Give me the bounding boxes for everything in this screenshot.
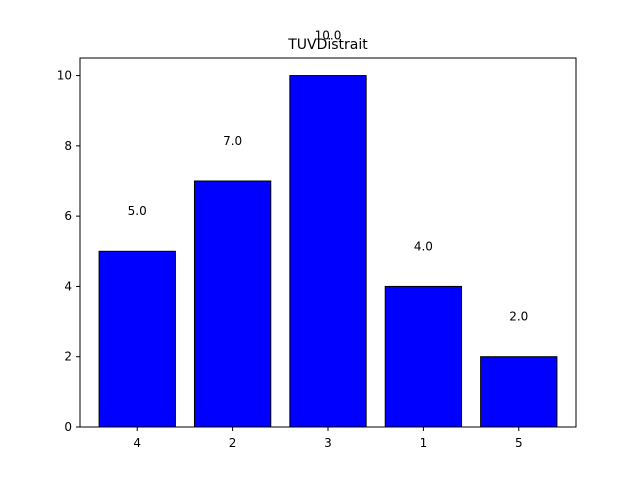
data-label-5: 2.0 [509, 310, 528, 324]
y-tick-label-0: 0 [64, 420, 72, 434]
bar-5 [480, 356, 558, 428]
y-tick-label-2: 2 [64, 350, 72, 364]
data-labels-group: 5.0 7.0 10.0 4.0 2.0 [128, 28, 529, 323]
x-tick-label-1: 1 [420, 436, 428, 450]
y-tick-label-4: 4 [64, 279, 72, 293]
data-label-1: 4.0 [414, 239, 433, 253]
data-label-2: 7.0 [223, 134, 242, 148]
x-tick-label-5: 5 [515, 436, 523, 450]
y-tick-label-6: 6 [64, 209, 72, 223]
chart-title: TUVDistrait [287, 37, 368, 53]
y-tick-label-8: 8 [64, 139, 72, 153]
y-tick-label-10: 10 [57, 69, 72, 83]
x-tick-label-3: 3 [324, 436, 332, 450]
bar-2 [193, 180, 272, 428]
y-axis: 0 2 4 6 8 10 [57, 69, 80, 434]
plot-frame [79, 57, 577, 428]
x-tick-label-2: 2 [229, 436, 237, 450]
bar-4 [98, 250, 176, 428]
data-label-3: 10.0 [315, 28, 342, 42]
x-axis: 4 2 3 1 5 [133, 427, 523, 450]
bar-3 [289, 75, 367, 428]
x-tick-label-4: 4 [133, 436, 141, 450]
bar-1 [384, 285, 463, 428]
data-label-4: 5.0 [128, 204, 147, 218]
bars-group [98, 75, 558, 428]
